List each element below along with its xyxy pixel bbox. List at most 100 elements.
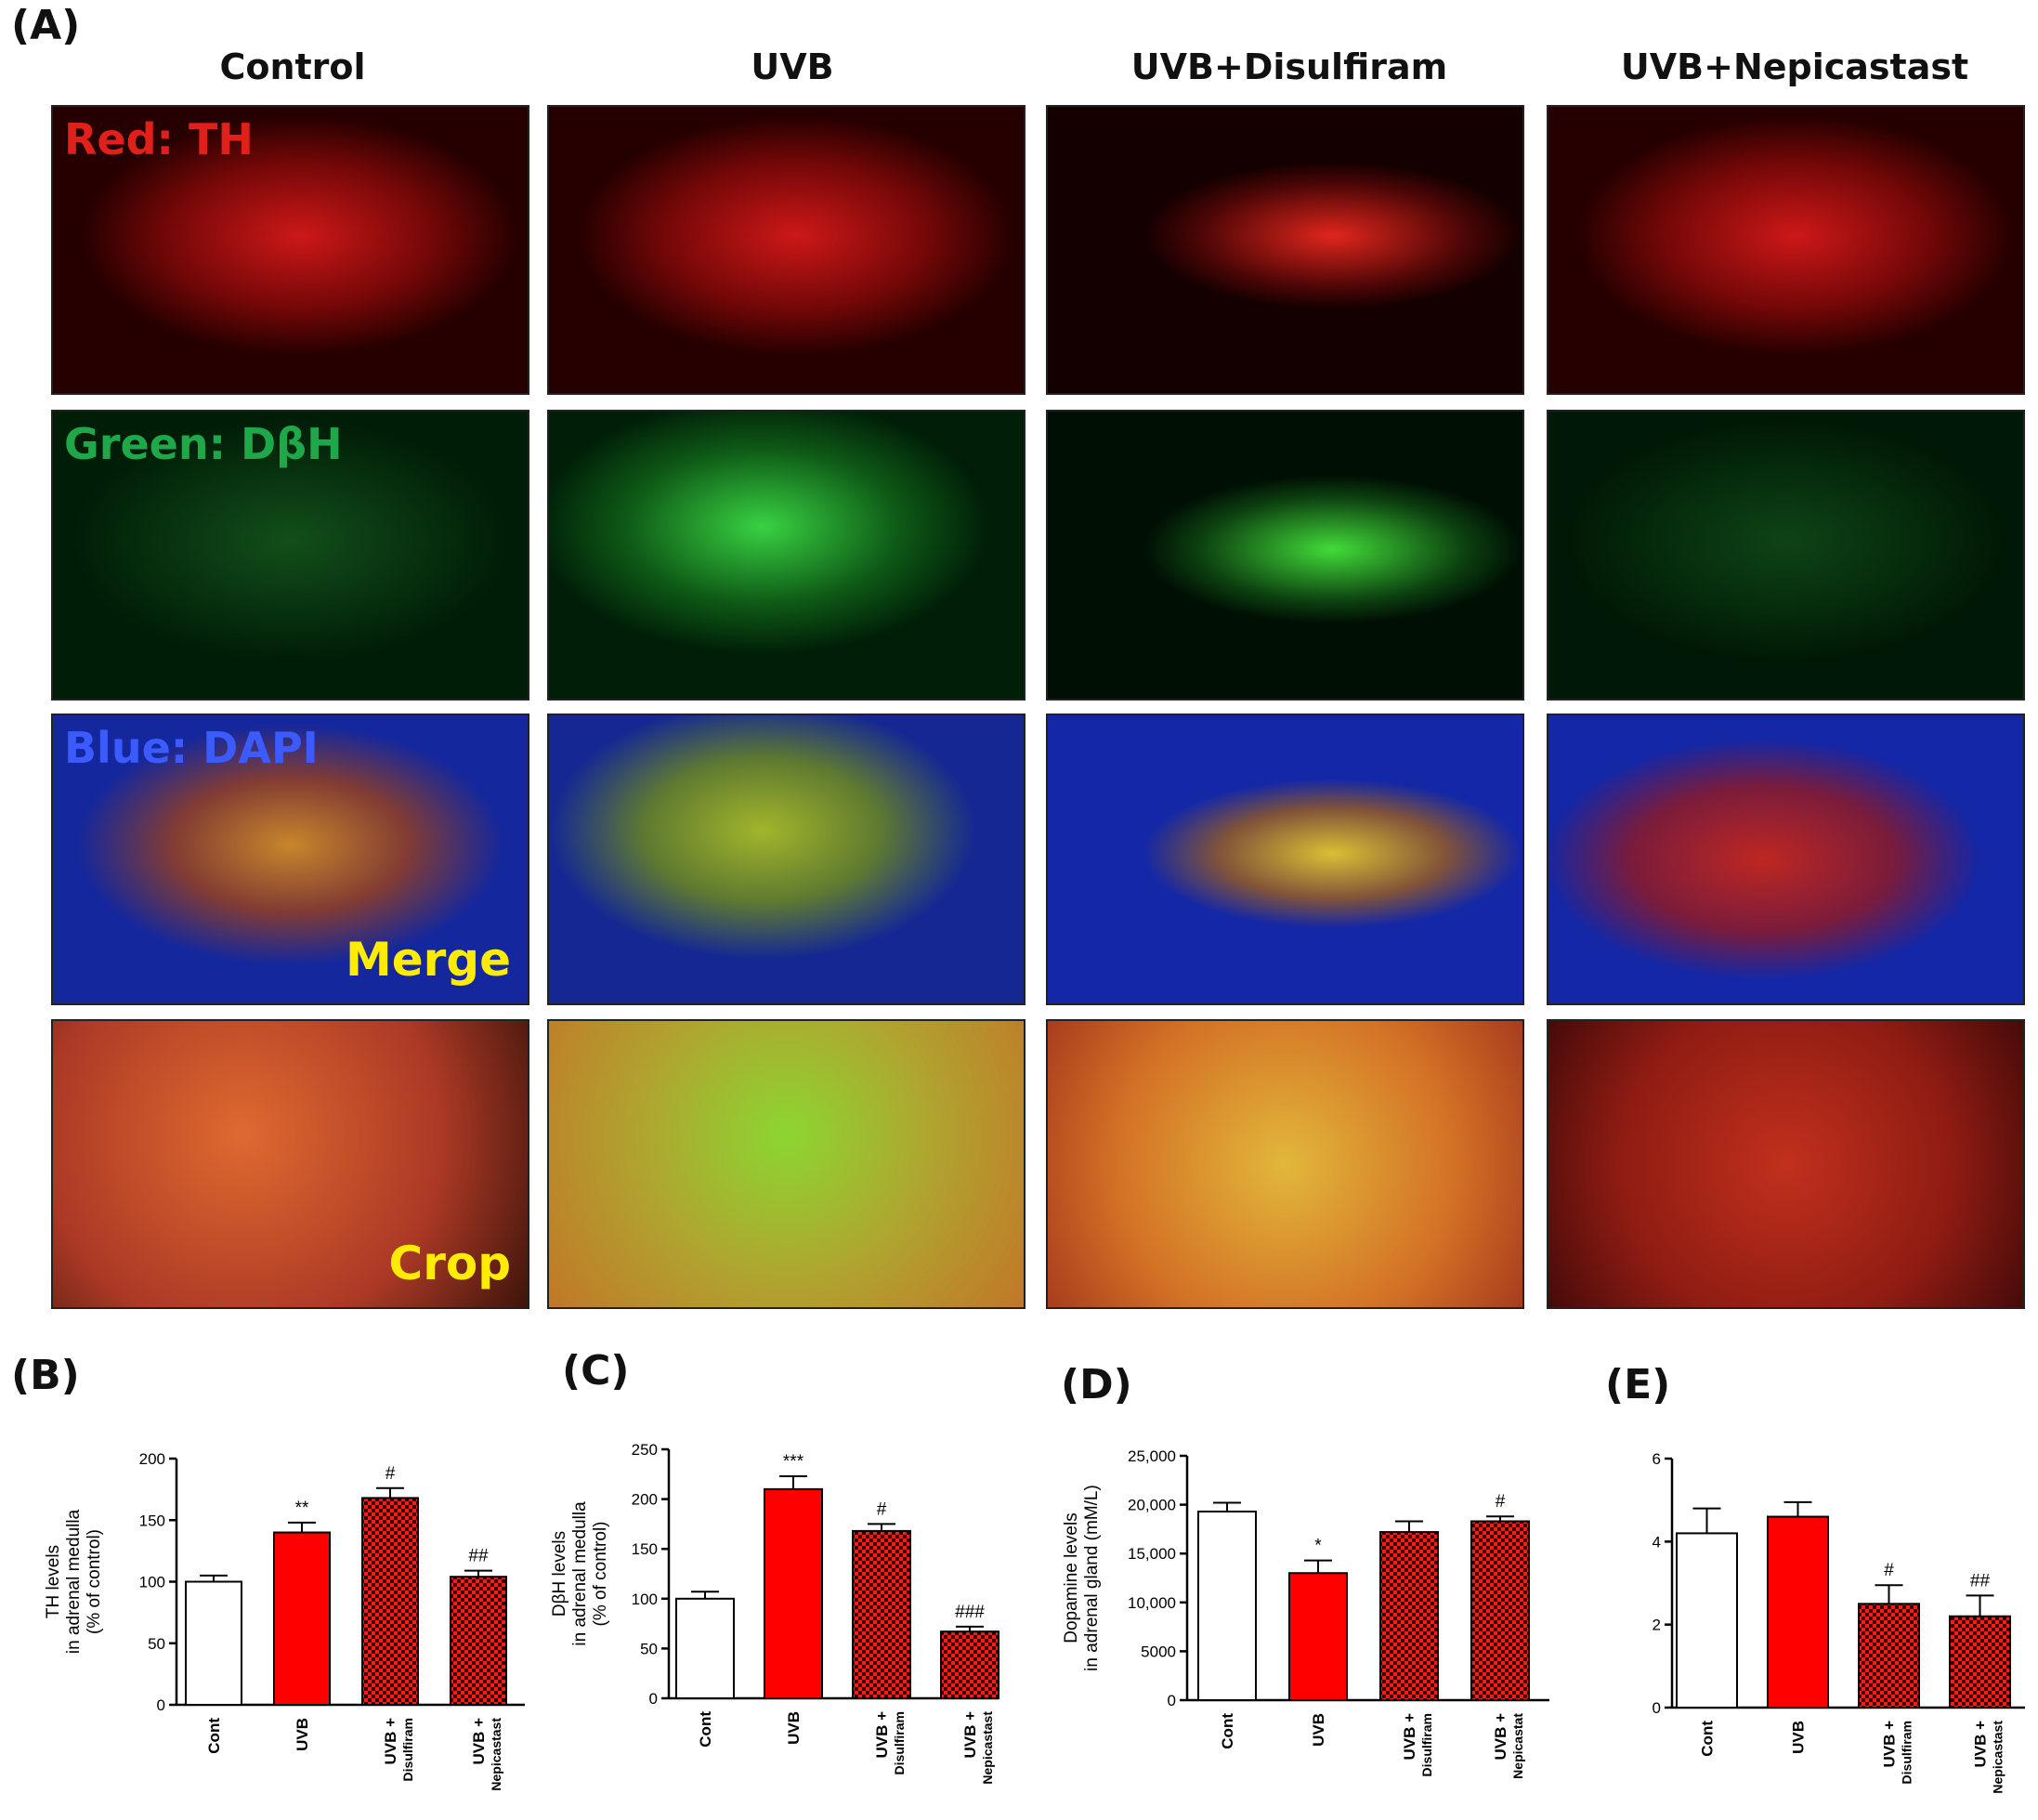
column-header-uvb-disulfiram: UVB+Disulfiram bbox=[1130, 46, 1448, 87]
x-category-label: Cont bbox=[205, 1718, 223, 1754]
panel-a-letter: (A) bbox=[11, 2, 81, 49]
chart-d: 0 5000 10,000 15,000 20,000 25,000 Dopamine le… bbox=[1062, 1447, 1549, 1779]
y-tick-label: 50 bbox=[640, 1640, 658, 1657]
chart-e: 0 2 4 6 Cont UVB # UVB +Disulfiram ## UVB +Nepica… bbox=[1653, 1450, 2025, 1794]
bar-3 bbox=[450, 1576, 507, 1706]
micrograph-th-control: Red: TH bbox=[51, 105, 529, 395]
bar-1 bbox=[1767, 1515, 1829, 1709]
row-label-crop: Crop bbox=[388, 1237, 512, 1290]
significance-label: ## bbox=[468, 1547, 489, 1566]
bar-2 bbox=[361, 1497, 419, 1707]
micrograph-crop-control: Crop bbox=[51, 1019, 529, 1309]
significance-label: ## bbox=[1970, 1571, 1991, 1591]
row-label-green-dbh: Green: DβH bbox=[64, 419, 343, 469]
y-tick-label: 2 bbox=[1653, 1617, 1661, 1634]
bar-1 bbox=[1288, 1572, 1348, 1701]
micrograph-dbh-uvb bbox=[547, 410, 1026, 701]
y-tick-label: 25,000 bbox=[1128, 1447, 1176, 1465]
x-category-label: UVB +Disulfiram bbox=[1881, 1721, 1914, 1785]
bar-2 bbox=[1379, 1531, 1439, 1702]
y-tick-label: 20,000 bbox=[1128, 1497, 1176, 1514]
bar-1 bbox=[764, 1487, 823, 1699]
panel-c-letter: (C) bbox=[562, 1347, 630, 1394]
y-tick-label: 0 bbox=[649, 1690, 658, 1708]
row-label-merge: Merge bbox=[345, 933, 511, 987]
significance-label: # bbox=[1884, 1561, 1894, 1580]
x-category-label: Cont bbox=[1699, 1721, 1717, 1757]
micrograph-merge-control: Blue: DAPI Merge bbox=[51, 714, 529, 1005]
y-tick-label: 0 bbox=[157, 1696, 165, 1714]
bar-2 bbox=[852, 1529, 911, 1700]
y-tick-label: 5000 bbox=[1141, 1643, 1176, 1660]
row-label-red-th: Red: TH bbox=[64, 114, 254, 164]
column-header-uvb-nepicastast: UVB+Nepicastast bbox=[1620, 46, 1969, 87]
y-tick-label: 200 bbox=[139, 1450, 165, 1468]
micrograph-dbh-control: Green: DβH bbox=[51, 410, 529, 701]
micrograph-th-uvb-nepicastast bbox=[1547, 105, 2025, 395]
significance-label: * bbox=[1314, 1537, 1322, 1556]
x-category-label: UVB bbox=[785, 1711, 803, 1745]
significance-label: ** bbox=[295, 1499, 309, 1518]
micrograph-crop-uvb-nepicastast bbox=[1547, 1019, 2025, 1309]
micrograph-dbh-uvb-nepicastast bbox=[1547, 410, 2025, 701]
x-category-label: UVB +Nepicastast bbox=[961, 1711, 995, 1785]
bar-3 bbox=[1470, 1520, 1530, 1702]
column-header-control: Control bbox=[219, 46, 366, 87]
x-category-label: UVB +Disulfiram bbox=[873, 1711, 907, 1775]
y-tick-label: 200 bbox=[632, 1491, 658, 1509]
column-header-uvb: UVB bbox=[751, 46, 834, 87]
micrograph-th-uvb-disulfiram bbox=[1046, 105, 1524, 395]
bar-0 bbox=[675, 1597, 735, 1700]
x-category-label: UVB +Disulfiram bbox=[1401, 1713, 1434, 1777]
y-tick-label: 150 bbox=[139, 1512, 165, 1529]
micrograph-merge-uvb bbox=[547, 714, 1026, 1005]
micrograph-dbh-uvb-disulfiram bbox=[1046, 410, 1524, 701]
y-tick-label: 0 bbox=[1168, 1692, 1176, 1709]
significance-label: # bbox=[1496, 1492, 1506, 1512]
significance-label: # bbox=[385, 1464, 396, 1484]
y-tick-label: 4 bbox=[1653, 1533, 1661, 1551]
x-category-label: Cont bbox=[1219, 1713, 1236, 1749]
y-tick-label: 15,000 bbox=[1128, 1545, 1176, 1563]
panel-d-letter: (D) bbox=[1061, 1361, 1132, 1408]
x-category-label: UVB +Nepicastat bbox=[1492, 1713, 1525, 1779]
bar-3 bbox=[1949, 1615, 2011, 1709]
micrograph-crop-uvb-disulfiram bbox=[1046, 1019, 1524, 1309]
x-category-label: UVB bbox=[1310, 1713, 1327, 1747]
panel-e-letter: (E) bbox=[1605, 1361, 1671, 1408]
y-tick-label: 250 bbox=[632, 1441, 658, 1459]
y-tick-label: 10,000 bbox=[1128, 1594, 1176, 1612]
bar-0 bbox=[1676, 1532, 1738, 1709]
y-tick-label: 6 bbox=[1653, 1450, 1661, 1468]
x-category-label: UVB +Disulfiram bbox=[382, 1718, 415, 1782]
x-category-label: UVB +Nepicastast bbox=[1972, 1721, 2005, 1794]
micrograph-crop-uvb bbox=[547, 1019, 1026, 1309]
row-label-blue-dapi: Blue: DAPI bbox=[64, 723, 319, 773]
significance-label: *** bbox=[783, 1452, 804, 1472]
micrograph-merge-uvb-nepicastast bbox=[1547, 714, 2025, 1005]
x-category-label: Cont bbox=[697, 1711, 714, 1748]
bar-2 bbox=[1858, 1603, 1920, 1709]
bar-3 bbox=[940, 1630, 999, 1700]
y-tick-label: 50 bbox=[148, 1635, 165, 1653]
bar-1 bbox=[273, 1531, 331, 1706]
micrograph-merge-uvb-disulfiram bbox=[1046, 714, 1524, 1005]
chart-c: 0 50 100 150 200 250 DβH levelsin adrenal medu… bbox=[550, 1441, 999, 1785]
y-tick-label: 150 bbox=[632, 1540, 658, 1558]
y-axis-label: DβH levelsin adrenal medulla(% of contro… bbox=[550, 1501, 610, 1646]
bar-0 bbox=[185, 1580, 242, 1706]
y-axis-label: TH levelsin adrenal medulla(% of control… bbox=[44, 1509, 104, 1654]
significance-label: # bbox=[877, 1499, 887, 1519]
panel-b-letter: (B) bbox=[11, 1352, 80, 1399]
micrograph-th-uvb bbox=[547, 105, 1026, 395]
y-tick-label: 100 bbox=[139, 1574, 165, 1591]
x-category-label: UVB bbox=[294, 1718, 311, 1751]
x-category-label: UVB bbox=[1790, 1721, 1808, 1754]
x-category-label: UVB +Nepicastast bbox=[470, 1718, 503, 1791]
y-axis-label: Dopamine levelsin adrenal gland (mM/L) bbox=[1062, 1485, 1102, 1671]
chart-b: 0 50 100 150 200 TH levelsin adrenal medulla(… bbox=[44, 1450, 525, 1791]
significance-label: ### bbox=[955, 1603, 985, 1622]
bar-0 bbox=[1197, 1510, 1257, 1701]
y-tick-label: 100 bbox=[632, 1591, 658, 1608]
